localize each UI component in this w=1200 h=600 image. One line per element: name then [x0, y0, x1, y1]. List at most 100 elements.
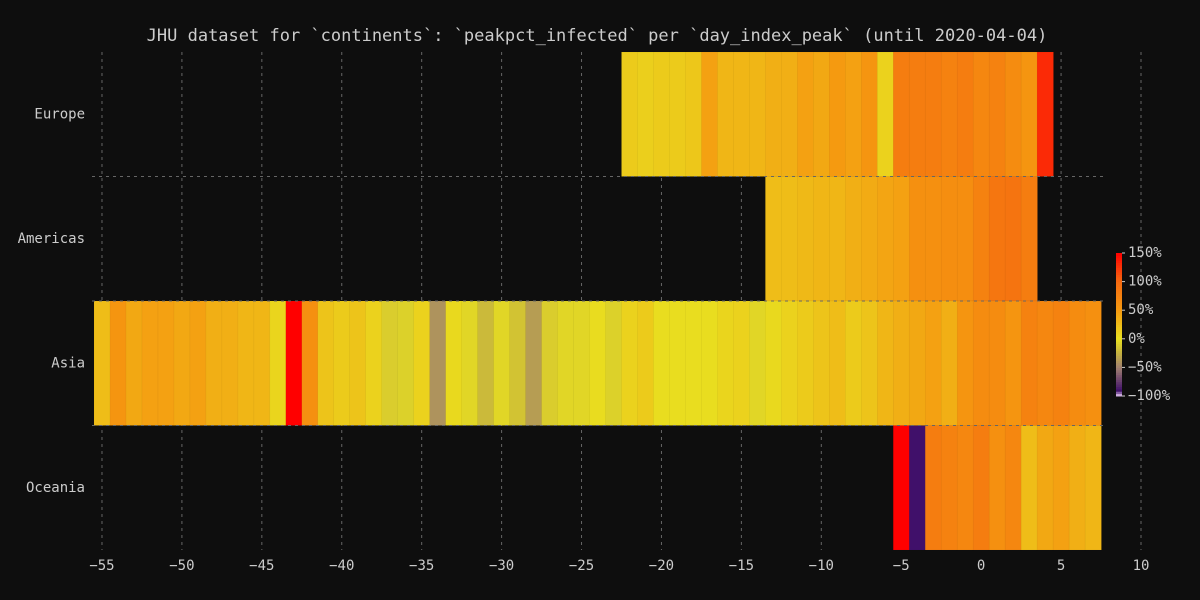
colorbar-segment: [1116, 393, 1122, 397]
colorbar-segment: [1116, 353, 1122, 356]
colorbar-segment: [1116, 269, 1122, 273]
heatmap-cell: [908, 176, 926, 302]
heatmap-cell: [285, 300, 303, 426]
heatmap-cell: [253, 300, 271, 426]
colorbar-segment: [1116, 274, 1122, 278]
heatmap-cell: [877, 51, 894, 177]
heatmap-cell: [988, 51, 1006, 177]
heatmap-cell: [972, 425, 990, 551]
heatmap-cell: [781, 300, 798, 426]
colorbar-label: −100%: [1128, 388, 1171, 404]
heatmap-cell: [861, 300, 878, 426]
heatmap-cell: [301, 300, 319, 426]
colorbar-segment: [1116, 286, 1122, 290]
x-tick-label: −40: [329, 558, 354, 574]
heatmap-cell: [797, 300, 814, 426]
colorbar-segment: [1116, 345, 1122, 349]
colorbar-segment: [1116, 295, 1122, 299]
heatmap-cell: [813, 51, 830, 177]
heatmap-cell: [765, 51, 782, 177]
heatmap-cell: [1036, 300, 1054, 426]
heatmap-cell: [1004, 300, 1022, 426]
colorbar-segment: [1116, 357, 1122, 361]
colorbar-segment: [1116, 360, 1122, 364]
heatmap-cell: [908, 51, 926, 177]
colorbar-segment: [1116, 279, 1122, 283]
heatmap-cell: [765, 176, 782, 302]
x-tick-label: −30: [489, 558, 514, 574]
heatmap-cell: [317, 300, 335, 426]
heatmap-cell: [956, 425, 974, 551]
heatmap-cell: [892, 425, 910, 551]
heatmap-cell: [1036, 51, 1054, 177]
colorbar-label: 50%: [1128, 302, 1154, 318]
colorbar-segment: [1116, 343, 1122, 347]
heatmap-cell: [1004, 51, 1022, 177]
heatmap-cell: [541, 300, 559, 426]
heatmap-cell: [221, 300, 239, 426]
heatmap-cell: [701, 300, 719, 426]
heatmap-cell: [733, 51, 751, 177]
colorbar-segment: [1116, 310, 1122, 314]
heatmap-cell: [685, 51, 703, 177]
heatmap-cell: [972, 51, 990, 177]
heatmap-cell: [157, 300, 175, 426]
y-tick-label: Oceania: [26, 480, 85, 496]
colorbar-segment: [1116, 312, 1122, 316]
heatmap-cell: [1068, 300, 1086, 426]
heatmap-cell: [669, 51, 687, 177]
heatmap-cell: [669, 300, 687, 426]
colorbar-segment: [1116, 326, 1122, 330]
x-tick-label: 0: [977, 558, 985, 574]
heatmap-cell: [429, 300, 447, 426]
heatmap-cell: [797, 51, 814, 177]
heatmap-cell: [637, 300, 655, 426]
colorbar-segment: [1116, 331, 1122, 335]
heatmap-cell: [365, 300, 383, 426]
colorbar-segment: [1116, 350, 1122, 354]
colorbar-segment: [1116, 288, 1122, 292]
heatmap-cell: [653, 300, 671, 426]
heatmap-cell: [1052, 300, 1070, 426]
y-tick-label: Americas: [18, 231, 85, 247]
x-tick-label: −45: [249, 558, 274, 574]
heatmap-cell: [908, 300, 926, 426]
colorbar-label: −50%: [1128, 359, 1162, 375]
heatmap-cell: [956, 51, 974, 177]
heatmap-cell: [349, 300, 367, 426]
colorbar-segment: [1116, 322, 1122, 325]
heatmap-cell: [1068, 425, 1086, 551]
heatmap-cell: [1004, 176, 1022, 302]
colorbar-segment: [1116, 307, 1122, 311]
x-tick-label: −35: [409, 558, 434, 574]
colorbar-segment: [1116, 300, 1122, 304]
colorbar-segment: [1116, 319, 1122, 323]
heatmap-cell: [141, 300, 159, 426]
colorbar-segment: [1116, 267, 1122, 271]
heatmap-cell: [445, 300, 463, 426]
heatmap-cell: [413, 300, 431, 426]
heatmap-cell: [861, 176, 878, 302]
heatmap-cell: [1020, 300, 1038, 426]
heatmap-cell: [269, 300, 287, 426]
x-tick-label: −50: [169, 558, 194, 574]
heatmap-cell: [493, 300, 511, 426]
heatmap-cell: [940, 425, 958, 551]
heatmap-cell: [972, 300, 990, 426]
colorbar-segment: [1116, 388, 1122, 392]
colorbar-segment: [1116, 341, 1122, 345]
heatmap-cell: [765, 300, 782, 426]
colorbar-segment: [1116, 329, 1122, 333]
colorbar-segment: [1116, 293, 1122, 297]
colorbar-segment: [1116, 324, 1122, 328]
heatmap-cell: [908, 425, 926, 551]
heatmap-cell: [924, 51, 942, 177]
heatmap-cell: [924, 176, 942, 302]
heatmap-cell: [637, 51, 655, 177]
heatmap-cell: [557, 300, 575, 426]
colorbar-segment: [1116, 369, 1122, 373]
heatmap-cell: [924, 425, 942, 551]
heatmap-cell: [829, 51, 846, 177]
colorbar-segment: [1116, 264, 1122, 268]
